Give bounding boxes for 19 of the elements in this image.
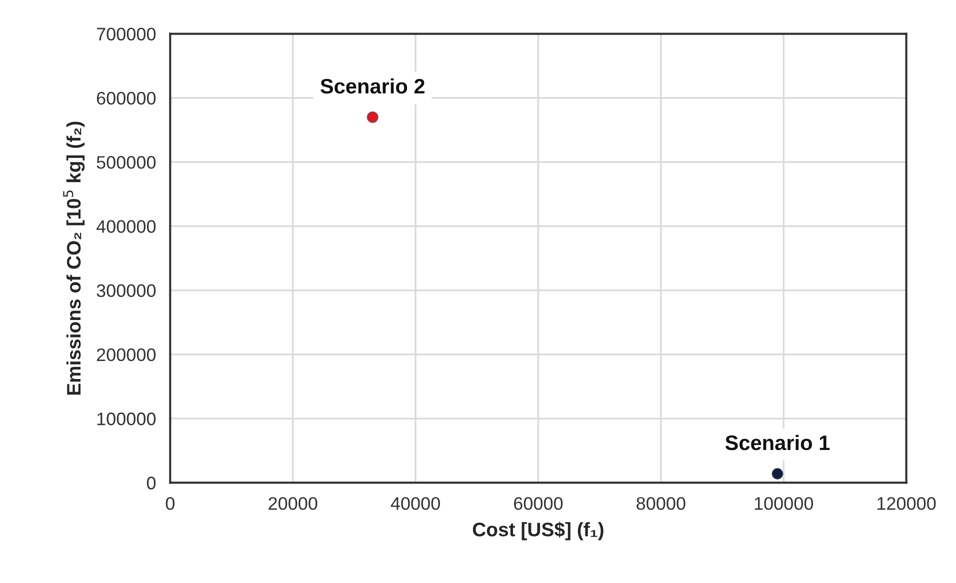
x-tick-label: 40000 [390, 497, 440, 510]
x-tick-label: 20000 [268, 497, 318, 510]
y-tick-label: 700000 [96, 28, 156, 41]
series-label: Scenario 1 [725, 434, 830, 450]
y-tick-label: 600000 [96, 92, 156, 105]
x-axis-title: Cost [US$] (f₁) [472, 522, 604, 540]
x-tick-label: 100000 [754, 497, 814, 510]
x-tick-label: 0 [166, 497, 174, 510]
x-tick-label: 60000 [514, 497, 563, 510]
y-tick-label: 0 [146, 476, 156, 490]
x-tick-label: 80000 [636, 497, 686, 510]
y-tick-label: 100000 [97, 412, 156, 426]
y-tick-label: 300000 [96, 284, 156, 298]
y-axis-title: Emissions of CO₂ [10$^{5}$ kg] (f₂) [63, 122, 85, 395]
y-tick-label: 200000 [96, 348, 156, 362]
series-label: Scenario 2 [320, 78, 424, 94]
y-tick-label: 500000 [96, 156, 156, 169]
y-tick-label: 400000 [96, 220, 156, 233]
x-tick-label: 120000 [878, 497, 936, 510]
